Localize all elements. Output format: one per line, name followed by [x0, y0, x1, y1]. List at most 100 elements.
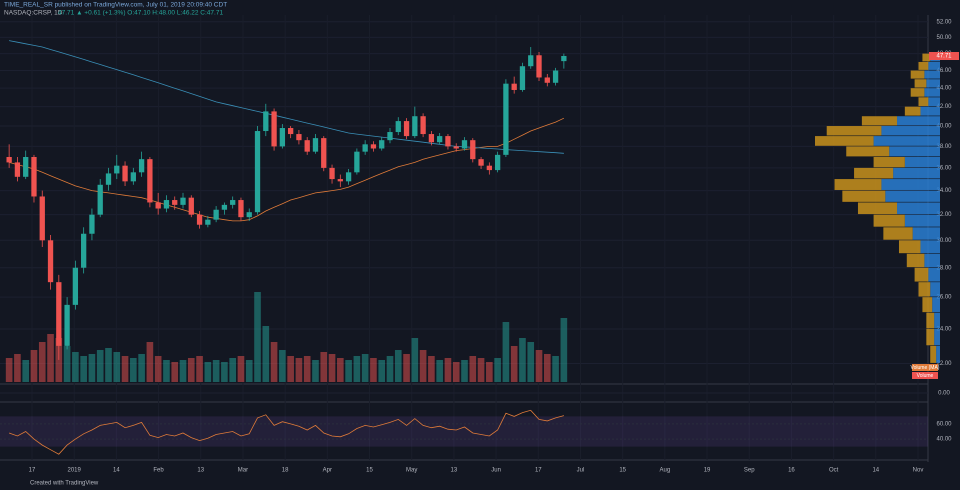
- profile-up: [873, 136, 940, 146]
- profile-up: [936, 345, 940, 363]
- candle-body: [196, 214, 203, 225]
- candle-body: [354, 151, 360, 173]
- volume-bar: [146, 342, 154, 382]
- profile-up: [924, 253, 940, 268]
- profile-up: [930, 282, 940, 297]
- x-tick-label: 18: [282, 468, 289, 474]
- volume-bar: [428, 356, 435, 382]
- y-tick-label: 42.00: [936, 104, 952, 110]
- profile-down: [914, 267, 929, 282]
- x-tick-label: May: [406, 468, 417, 474]
- profile-down: [922, 297, 933, 313]
- volume-bar: [14, 354, 21, 382]
- volume-bar: [394, 350, 402, 382]
- candle-body: [536, 55, 542, 78]
- y-tick-label: 34.00: [936, 188, 952, 194]
- x-tick-label: Aug: [660, 468, 671, 474]
- profile-down: [918, 282, 931, 297]
- x-tick-label: 13: [197, 468, 204, 474]
- volume-bar: [527, 342, 535, 382]
- profile-up: [920, 106, 940, 116]
- profile-down: [922, 53, 931, 62]
- volume-bar: [138, 354, 145, 382]
- volume-bar: [96, 350, 104, 382]
- candle-body: [304, 140, 310, 152]
- candle-body: [188, 197, 194, 215]
- candle-body: [478, 159, 484, 166]
- volume-bar: [163, 360, 170, 382]
- volume-bar: [535, 350, 543, 382]
- candle-body: [337, 179, 343, 182]
- last-price: 47.71: [936, 54, 952, 60]
- profile-down: [826, 126, 882, 136]
- profile-down: [926, 312, 935, 329]
- volume-bar: [436, 360, 443, 382]
- profile-up: [926, 79, 940, 88]
- volume-bar: [320, 352, 328, 382]
- candle-body: [263, 111, 269, 132]
- profile-up: [897, 202, 940, 215]
- candle-body: [122, 165, 128, 182]
- volume-label: Volume: [917, 373, 934, 379]
- x-tick-label: Nov: [913, 468, 924, 474]
- candle-body: [561, 56, 567, 62]
- y-tick-label: 36.00: [936, 165, 952, 171]
- volume-bar: [378, 360, 386, 382]
- candle-body: [89, 214, 95, 234]
- y-tick-label: 44.00: [936, 86, 952, 92]
- profile-up: [928, 267, 940, 282]
- candle-body: [205, 219, 211, 225]
- volume-bar: [279, 350, 286, 382]
- y-tick-label: 40.00: [936, 124, 952, 130]
- x-tick-label: 17: [535, 468, 542, 474]
- candle-body: [503, 83, 509, 155]
- profile-down: [861, 116, 898, 126]
- volume-bar: [337, 358, 344, 382]
- last-price-box: [929, 52, 959, 61]
- volume-bar: [187, 358, 195, 382]
- x-tick-label: 15: [366, 468, 373, 474]
- profile-up: [912, 227, 940, 240]
- volume-bar: [262, 326, 270, 382]
- candle-body: [511, 83, 517, 90]
- volume-bar: [221, 362, 228, 382]
- volume-bar: [477, 358, 485, 382]
- candle-body: [461, 140, 468, 149]
- volume-bar: [353, 356, 361, 382]
- y-tick-label: 26.00: [936, 295, 952, 301]
- volume-bar: [469, 356, 477, 382]
- candle-body: [494, 154, 501, 171]
- volume-bar: [452, 362, 460, 382]
- volume-bar: [411, 338, 419, 382]
- x-tick-label: 15: [619, 468, 626, 474]
- volume-bar: [38, 342, 46, 382]
- volume-bar: [121, 356, 129, 382]
- profile-down: [904, 106, 921, 116]
- profile-down: [846, 146, 890, 157]
- candle-body: [172, 200, 178, 205]
- volume-bar: [179, 360, 187, 382]
- profile-up: [924, 88, 940, 97]
- volume-bar: [303, 356, 311, 382]
- profile-up: [881, 126, 940, 136]
- publisher: TIME_REAL_SR published on TradingView.co…: [4, 2, 227, 9]
- volume-bar: [444, 358, 452, 382]
- candle-body: [329, 167, 335, 180]
- y-tick-label: 32.00: [936, 212, 952, 218]
- y-tick-label: 28.00: [936, 265, 952, 271]
- profile-down: [815, 136, 874, 146]
- volume-bar: [130, 358, 137, 382]
- volume-bar: [63, 346, 71, 382]
- footer: Created with TradingView: [30, 481, 99, 487]
- volume-bar: [461, 360, 468, 382]
- candle-body: [453, 146, 459, 149]
- x-tick-label: Apr: [323, 468, 332, 474]
- volume-bar: [196, 356, 203, 382]
- volume-bar: [72, 352, 79, 382]
- candle-body: [379, 140, 385, 149]
- volume-bar: [502, 322, 510, 382]
- x-tick-label: 14: [872, 468, 879, 474]
- volume-bar: [171, 362, 179, 382]
